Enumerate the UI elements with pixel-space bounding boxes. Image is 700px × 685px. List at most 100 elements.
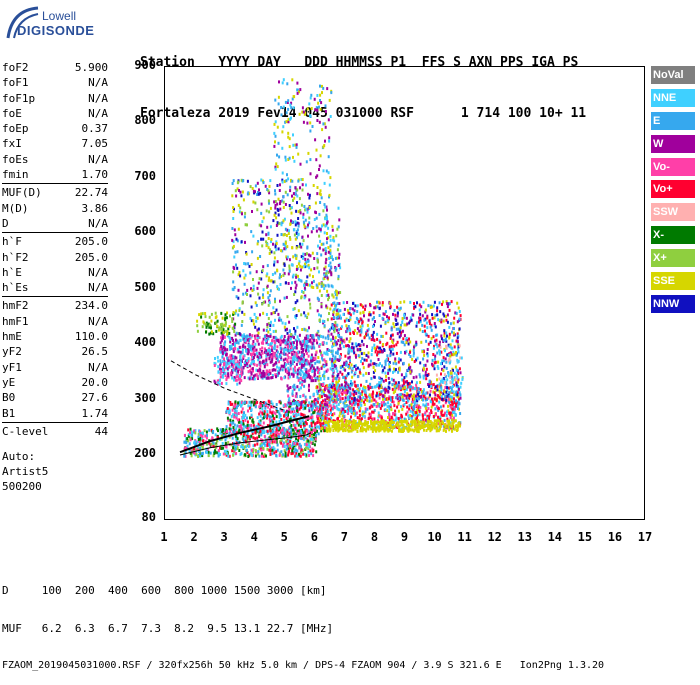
- echo-point: [364, 391, 366, 394]
- echo-point: [458, 307, 460, 310]
- echo-point: [422, 358, 424, 361]
- autoscaling-line1: Auto:: [2, 449, 108, 464]
- echo-point: [275, 434, 277, 437]
- x-tick-label: 16: [605, 530, 625, 544]
- echo-point: [457, 407, 459, 410]
- echo-point: [274, 123, 276, 126]
- echo-point: [404, 394, 406, 397]
- echo-point: [409, 382, 411, 385]
- echo-point: [277, 313, 279, 316]
- echo-point: [430, 326, 432, 329]
- echo-point: [309, 284, 311, 287]
- echo-point: [275, 450, 277, 453]
- echo-point: [308, 454, 310, 457]
- echo-point: [310, 97, 312, 100]
- echo-point: [320, 101, 322, 104]
- echo-point: [306, 280, 308, 283]
- echo-point: [318, 213, 320, 216]
- echo-point: [259, 313, 261, 316]
- echo-point: [446, 420, 448, 423]
- echo-point: [287, 315, 289, 318]
- echo-point: [299, 88, 301, 91]
- echo-point: [263, 181, 265, 184]
- echo-point: [344, 424, 346, 427]
- echo-point: [444, 390, 446, 393]
- echo-point: [242, 293, 244, 296]
- echo-point: [222, 442, 224, 445]
- echo-point: [353, 390, 355, 393]
- echo-point: [232, 217, 234, 220]
- echo-point: [422, 403, 424, 406]
- echo-point: [287, 132, 289, 135]
- echo-point: [390, 305, 392, 308]
- echo-point: [237, 437, 239, 440]
- echo-point: [280, 319, 282, 322]
- echo-point: [364, 336, 366, 339]
- echo-point: [352, 367, 354, 370]
- echo-point: [453, 420, 455, 423]
- echo-point: [344, 308, 346, 311]
- echo-point: [227, 455, 229, 458]
- echo-point: [341, 373, 343, 376]
- echo-point: [301, 266, 303, 269]
- echo-point: [283, 263, 285, 266]
- echo-point: [398, 410, 400, 413]
- echo-point: [382, 343, 384, 346]
- echo-point: [395, 368, 397, 371]
- echo-point: [296, 284, 298, 287]
- echo-point: [454, 345, 456, 348]
- echo-point: [379, 307, 381, 310]
- echo-point: [242, 402, 244, 405]
- echo-point: [274, 340, 276, 343]
- echo-point: [253, 190, 255, 193]
- echo-point: [300, 437, 302, 440]
- echo-point: [306, 247, 308, 250]
- echo-point: [308, 374, 310, 377]
- echo-point: [400, 351, 402, 354]
- echo-point: [225, 372, 227, 375]
- echo-point: [337, 417, 339, 420]
- echo-point: [269, 294, 271, 297]
- echo-point: [308, 197, 310, 200]
- echo-point: [255, 449, 257, 452]
- param-name: hmF2: [2, 298, 29, 313]
- echo-point: [387, 372, 389, 375]
- echo-point: [329, 99, 331, 102]
- echo-point: [416, 404, 418, 407]
- echo-point: [365, 305, 367, 308]
- echo-point: [366, 345, 368, 348]
- echo-point: [360, 404, 362, 407]
- echo-point: [254, 363, 256, 366]
- echo-point: [276, 203, 278, 206]
- echo-point: [270, 335, 272, 338]
- echo-point: [440, 320, 442, 323]
- echo-point: [275, 412, 277, 415]
- echo-point: [239, 332, 241, 335]
- echo-point: [269, 301, 271, 304]
- echo-point: [455, 381, 457, 384]
- echo-point: [194, 431, 196, 434]
- echo-point: [377, 427, 379, 430]
- echo-point: [419, 413, 421, 416]
- echo-point: [427, 374, 429, 377]
- echo-point: [238, 204, 240, 207]
- echo-point: [325, 261, 327, 264]
- echo-point: [276, 345, 278, 348]
- echo-point: [276, 285, 278, 288]
- echo-point: [431, 363, 433, 366]
- echo-point: [426, 429, 428, 432]
- echo-point: [312, 449, 314, 452]
- echo-point: [429, 322, 431, 325]
- echo-point: [342, 397, 344, 400]
- echo-point: [273, 251, 275, 254]
- echo-point: [239, 425, 241, 428]
- echo-point: [289, 186, 291, 189]
- echo-point: [221, 350, 223, 353]
- echo-point: [264, 435, 266, 438]
- echo-point: [277, 234, 279, 237]
- echo-point: [336, 370, 338, 373]
- echo-point: [282, 269, 284, 272]
- echo-point: [260, 415, 262, 418]
- echo-point: [406, 317, 408, 320]
- echo-point: [385, 363, 387, 366]
